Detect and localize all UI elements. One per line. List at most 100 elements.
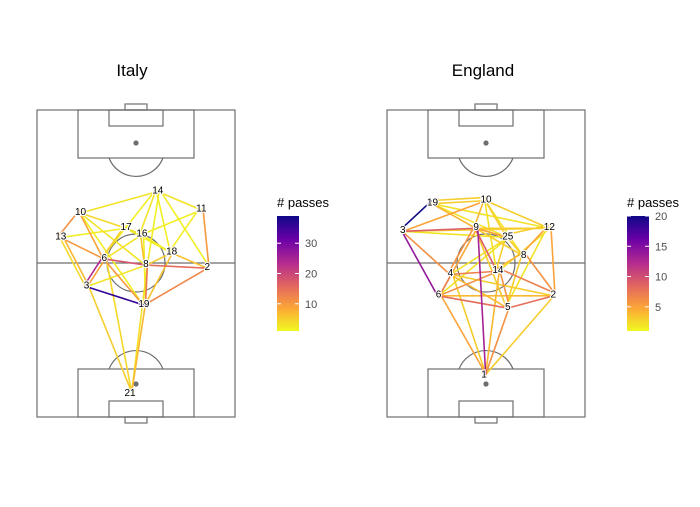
italy-pass-edges (58, 188, 210, 394)
player-label-9: 9 (473, 222, 479, 233)
pass-edge-21-to-6 (105, 256, 133, 393)
colorbar-tick-label: 10 (655, 272, 667, 284)
pass-edge-9-to-25 (474, 227, 509, 239)
pass-edge-8-to-18 (145, 251, 174, 266)
player-label-3: 3 (84, 280, 90, 291)
pass-edge-2-to-11 (202, 207, 210, 268)
pass-edge-19-to-9 (430, 202, 477, 229)
colorbar (627, 216, 649, 331)
pass-edge-4-to-2 (449, 273, 554, 297)
player-label-3: 3 (400, 225, 406, 236)
colorbar-tick-label: 10 (305, 299, 317, 311)
pass-edge-6-to-14 (438, 270, 500, 297)
player-label-6: 6 (436, 290, 442, 301)
pass-edge-3-to-4 (400, 230, 451, 275)
italy-top-penalty-spot (133, 140, 139, 146)
player-label-8: 8 (521, 250, 527, 261)
italy-top-penalty-arc (108, 157, 164, 178)
player-label-14: 14 (152, 185, 164, 196)
player-label-13: 13 (55, 231, 67, 242)
pass-edge-19-to-16 (142, 231, 147, 305)
pass-edge-3-to-8 (86, 264, 148, 288)
pass-edge-19-to-10 (431, 199, 487, 205)
england-bottom-penalty-arc (458, 349, 514, 370)
pass-edge-19-to-3 (400, 200, 433, 230)
pass-edge-14-to-12 (498, 227, 552, 272)
pass-edge-4-to-5 (448, 273, 508, 309)
pass-edge-2-to-14 (158, 188, 210, 267)
pass-edge-10-to-12 (484, 199, 550, 229)
england-legend-title: # passes (627, 195, 680, 210)
pass-edge-6-to-4 (439, 272, 453, 296)
player-label-10: 10 (480, 195, 492, 206)
player-label-2: 2 (204, 262, 210, 273)
colorbar-tick-label: 5 (655, 302, 661, 314)
england-bottom-goal (474, 416, 498, 424)
player-label-4: 4 (448, 268, 454, 279)
pass-edge-6-to-5 (437, 294, 509, 309)
pass-edge-9-to-8 (474, 227, 524, 257)
pass-edge-10-to-19 (431, 196, 487, 202)
pass-edge-6-to-19 (102, 257, 144, 306)
pass-edge-16-to-11 (141, 208, 203, 236)
player-label-25: 25 (502, 231, 514, 242)
player-label-18: 18 (166, 247, 178, 258)
pass-edge-18-to-2 (170, 251, 208, 269)
pass-edge-10-to-13 (58, 209, 81, 236)
italy-bottom-penalty-arc (108, 349, 164, 370)
pass-edge-19-to-25 (431, 202, 508, 239)
pass-edge-21-to-3 (87, 283, 133, 393)
pass-edge-8-to-2 (145, 264, 209, 269)
pass-edge-8-to-14 (146, 189, 161, 265)
italy-legend-title: # passes (277, 195, 330, 210)
colorbar-tick-label: 20 (655, 211, 667, 223)
colorbar-tick-label: 30 (305, 238, 317, 250)
pass-edge-10-to-19 (78, 211, 144, 306)
pass-edge-4-to-14 (449, 270, 499, 276)
pass-edge-14-to-16 (139, 188, 158, 234)
england-top-penalty-spot (483, 140, 489, 146)
england-panel-title: England (452, 61, 514, 80)
pass-edge-3-to-9 (402, 227, 477, 233)
colorbar-tick-label: 15 (655, 241, 667, 253)
england-panel: England 19 3 10 12 9 25 8 4 14 6 5 2 1 (386, 61, 586, 424)
pass-edge-1-to-9 (476, 225, 487, 375)
england-pass-edges (400, 196, 556, 376)
pass-edge-14-to-11 (156, 190, 202, 211)
pass-edge-10-to-9 (473, 197, 486, 227)
pass-edge-5-to-14 (498, 268, 511, 307)
pass-edge-6-to-16 (104, 233, 144, 260)
player-label-14: 14 (492, 265, 504, 276)
pass-edge-3-to-19 (85, 285, 145, 306)
pass-edge-9-to-4 (448, 225, 476, 273)
pass-edge-3-to-10 (402, 199, 488, 233)
pass-edge-25-to-14 (495, 234, 508, 270)
pass-edge-13-to-6 (59, 236, 105, 260)
colorbar (277, 216, 299, 331)
pass-edge-1-to-14 (484, 269, 501, 376)
pass-edge-19-to-2 (143, 267, 209, 306)
pass-edge-12-to-8 (521, 224, 549, 254)
player-label-21: 21 (124, 388, 136, 399)
england-top-goal (474, 103, 498, 111)
pass-edge-1-to-4 (451, 271, 487, 375)
pass-edge-8-to-5 (505, 253, 523, 307)
england-bottom-penalty-spot (483, 381, 489, 387)
pass-edge-9-to-5 (473, 226, 508, 308)
player-label-17: 17 (121, 222, 133, 233)
pass-edge-10-to-25 (483, 199, 508, 238)
player-label-19: 19 (138, 299, 150, 310)
italy-colorbar-legend: # passes 10 20 30 (277, 195, 330, 331)
player-label-16: 16 (136, 228, 148, 239)
italy-bottom-goal (124, 416, 148, 424)
pass-edge-12-to-25 (506, 224, 550, 236)
england-top-penalty-arc (458, 157, 514, 178)
pass-edge-17-to-6 (102, 224, 126, 258)
player-label-19: 19 (427, 198, 439, 209)
pass-edge-10-to-14 (483, 198, 498, 271)
player-label-8: 8 (143, 259, 149, 270)
